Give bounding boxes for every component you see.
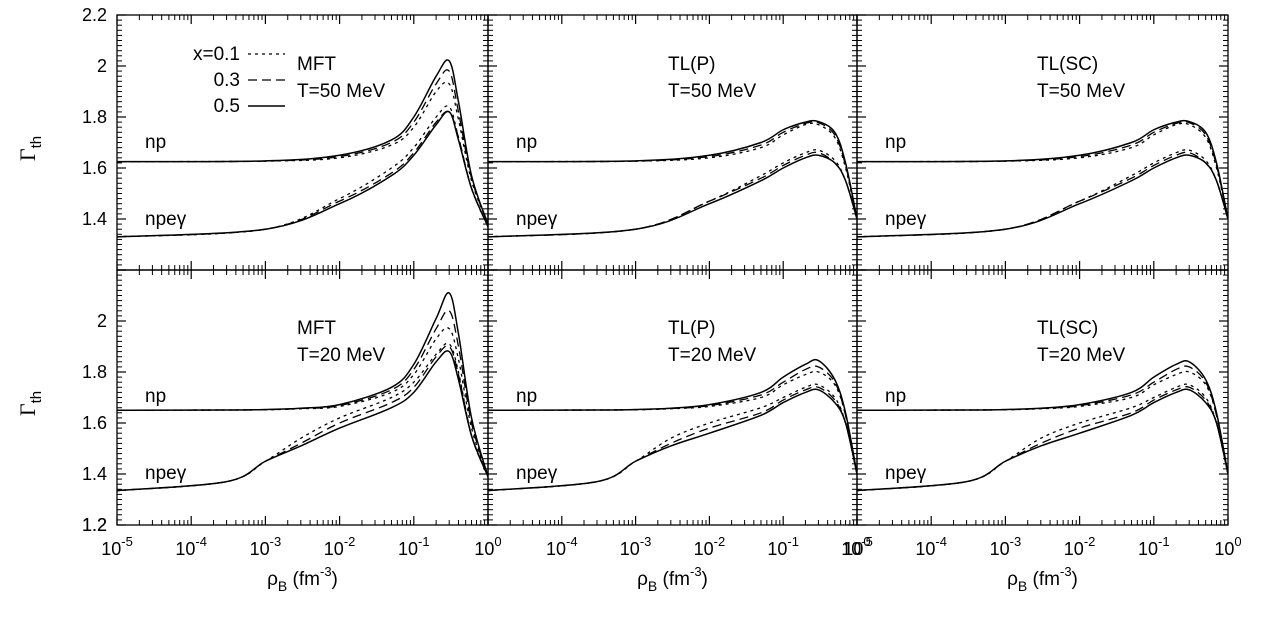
series-line (488, 120, 857, 220)
panel-temperature-label: T=20 MeV (1037, 345, 1126, 366)
y-tick-label: 2 (97, 311, 107, 331)
x-tick-label: 10-4 (546, 534, 578, 559)
x-tick-label: 10-1 (398, 534, 430, 559)
series-line (117, 110, 488, 238)
chart-panel-top-left: 1.4 1.6 1.8 2 2.2 Γth np npeγ MFT T=50 MeV (15, 5, 489, 271)
x-tick-label: 10-1 (1138, 534, 1170, 559)
panel-model-label: MFT (297, 54, 336, 75)
series-line (857, 119, 1228, 220)
x-tick-label: 10-3 (990, 534, 1022, 559)
legend-label: x=0.1 (193, 44, 240, 65)
curve-label-np: np (145, 386, 166, 407)
series-line (488, 119, 857, 220)
series-line (117, 69, 488, 225)
series-line (857, 383, 1228, 492)
y-tick-label: 2.2 (82, 5, 107, 25)
series-line (117, 59, 488, 225)
curve-label-npeg: npeγ (145, 463, 187, 484)
series-line (857, 120, 1228, 220)
series-line (857, 365, 1228, 475)
curve-label-npeg: npeγ (145, 209, 187, 230)
panel-temperature-label: T=50 MeV (668, 81, 757, 102)
series-line (488, 358, 857, 475)
series-line (117, 81, 488, 225)
y-tick-label: 1.6 (82, 413, 107, 433)
x-tick-label: 10-2 (1064, 534, 1096, 559)
series-line (857, 370, 1228, 475)
y-tick-label: 1.6 (82, 158, 107, 178)
series-line (857, 386, 1228, 492)
series-line (488, 386, 857, 492)
x-tick-label: 100 (1214, 534, 1241, 559)
y-tick-label: 1.4 (82, 464, 107, 484)
panel-temperature-label: T=50 MeV (297, 81, 386, 102)
curve-label-np: np (145, 132, 166, 153)
series-line (117, 292, 488, 477)
x-tick-label: 10-4 (915, 534, 947, 559)
x-tick-label: 10-2 (324, 534, 356, 559)
series-line (117, 350, 488, 492)
x-tick-label: 10-2 (694, 534, 726, 559)
x-tick-label: 100 (843, 534, 870, 559)
series-line (857, 360, 1228, 475)
curve-label-npeg: npeγ (885, 463, 927, 484)
x-tick-label: 10-3 (250, 534, 282, 559)
x-tick-label: 100 (474, 534, 501, 559)
legend-label: 0.3 (214, 70, 240, 91)
panel-model-label: TL(P) (668, 54, 716, 75)
x-tick-label: 10-4 (175, 534, 207, 559)
series-line (117, 327, 488, 477)
y-tick-label: 1.8 (82, 107, 107, 127)
chart-panel-top-middle: np npeγ TL(P) T=50 MeV (487, 14, 858, 271)
series-line (117, 345, 488, 492)
x-axis-label: ρB (fm-3) (1007, 564, 1078, 594)
series-line (488, 388, 857, 492)
x-tick-label: 10-5 (101, 534, 133, 559)
series-line (857, 388, 1228, 492)
curve-label-np: np (516, 132, 537, 153)
x-axis-label: ρB (fm-3) (267, 564, 338, 594)
series-line (117, 309, 488, 477)
y-tick-label: 1.4 (82, 209, 107, 229)
series-line (117, 105, 488, 238)
curve-label-npeg: npeγ (885, 209, 927, 230)
series-line (857, 151, 1228, 238)
y-tick-label: 2 (97, 56, 107, 76)
curve-label-np: np (885, 132, 906, 153)
series-line (857, 154, 1228, 238)
series-line (488, 122, 857, 220)
legend: x=0.1 0.3 0.5 (193, 44, 285, 117)
panel-model-label: TL(SC) (1037, 318, 1098, 339)
chart-panel-bottom-middle: 10-4 10-3 10-2 10-1 100 ρB (fm-3) np npeγ TL(P) T… (487, 269, 871, 594)
x-axis-label: ρB (fm-3) (637, 564, 708, 594)
curve-label-npeg: npeγ (516, 209, 558, 230)
x-tick-label: 10-3 (620, 534, 652, 559)
curve-label-np: np (885, 386, 906, 407)
panel-temperature-label: T=20 MeV (668, 345, 757, 366)
curve-label-npeg: npeγ (516, 463, 558, 484)
y-tick-label: 1.8 (82, 362, 107, 382)
panel-model-label: MFT (297, 318, 336, 339)
chart-panel-top-right: np npeγ TL(SC) T=50 MeV (856, 14, 1229, 271)
chart-panel-bottom-right: 10-5 10-4 10-3 10-2 10-1 100 ρB (fm-3) np npeγ TL… (841, 269, 1242, 594)
series-line (857, 122, 1228, 220)
panel-model-label: TL(SC) (1037, 54, 1098, 75)
series-line (488, 154, 857, 238)
curve-label-np: np (516, 386, 537, 407)
panel-temperature-label: T=50 MeV (1037, 81, 1126, 102)
series-line (488, 370, 857, 475)
x-tick-label: 10-1 (767, 534, 799, 559)
y-tick-label: 1.2 (82, 515, 107, 535)
panel-temperature-label: T=20 MeV (297, 345, 386, 366)
y-tick-label: 1.2 (82, 515, 107, 535)
series-line (488, 365, 857, 475)
x-tick-label: 10-5 (841, 534, 873, 559)
legend-label: 0.5 (214, 96, 240, 117)
panel-model-label: TL(P) (668, 318, 716, 339)
y-axis-label: Γth (15, 391, 45, 416)
y-axis-label: Γth (15, 136, 45, 161)
